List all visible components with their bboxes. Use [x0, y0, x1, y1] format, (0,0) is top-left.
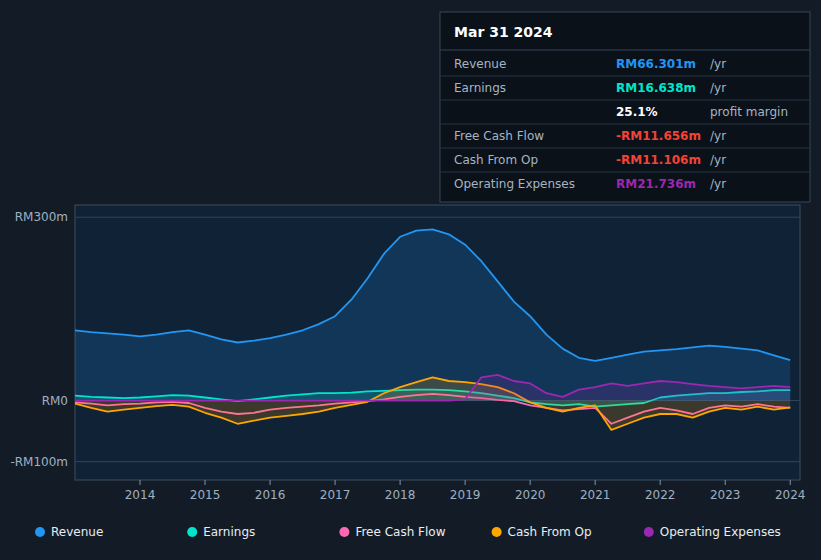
x-tick-label: 2017: [320, 488, 351, 502]
info-divider: [440, 76, 810, 77]
x-tick-label: 2020: [515, 488, 546, 502]
legend-swatch: [187, 527, 197, 537]
annotation-label: Free Cash Flow: [454, 129, 544, 143]
info-divider: [440, 172, 810, 173]
x-tick-label: 2023: [710, 488, 741, 502]
x-tick-label: 2021: [580, 488, 611, 502]
x-tick-label: 2014: [125, 488, 156, 502]
info-divider: [440, 100, 810, 101]
grid-line: [75, 217, 800, 218]
annotation-value: RM21.736m: [616, 177, 696, 191]
annotation-suffix: /yr: [710, 177, 726, 191]
x-tick: [140, 480, 141, 485]
annotation-value: -RM11.106m: [616, 153, 701, 167]
title: Mar 31 2024: [454, 24, 553, 40]
legend-label: Free Cash Flow: [355, 525, 445, 539]
x-tick-label: 2019: [450, 488, 481, 502]
annotation-suffix: /yr: [710, 57, 726, 71]
legend-swatch: [339, 527, 349, 537]
info-divider: [440, 148, 810, 149]
annotation-suffix: /yr: [710, 129, 726, 143]
x-tick: [270, 480, 271, 485]
legend-label: Revenue: [51, 525, 103, 539]
legend-swatch: [35, 527, 45, 537]
x-tick: [465, 480, 466, 485]
x-tick: [530, 480, 531, 485]
annotation-value: RM66.301m: [616, 57, 696, 71]
legend-label: Operating Expenses: [660, 525, 781, 539]
x-tick: [790, 480, 791, 485]
annotation-value: RM16.638m: [616, 81, 696, 95]
x-tick-label: 2018: [385, 488, 416, 502]
x-tick-label: 2015: [190, 488, 221, 502]
x-tick: [725, 480, 726, 485]
legend-swatch: [644, 527, 654, 537]
annotation-value: 25.1%: [616, 105, 658, 119]
plot-area: [75, 229, 790, 429]
annotation-value: -RM11.656m: [616, 129, 701, 143]
annotation-label: Operating Expenses: [454, 177, 575, 191]
x-tick: [400, 480, 401, 485]
y-tick-label: RM0: [42, 394, 68, 408]
annotation-suffix: /yr: [710, 153, 726, 167]
area-fill: [75, 229, 790, 400]
annotation-suffix: profit margin: [710, 105, 788, 119]
grid-line: [75, 461, 800, 462]
annotation-label: Cash From Op: [454, 153, 538, 167]
area-line: [75, 375, 790, 401]
x-tick-label: 2022: [645, 488, 676, 502]
area-line: [75, 229, 790, 360]
info-divider: [440, 124, 810, 125]
info-divider: [440, 50, 810, 51]
x-tick-label: 2024: [775, 488, 806, 502]
annotation-label: Earnings: [454, 81, 506, 95]
area-fill: [75, 375, 790, 401]
x-tick: [335, 480, 336, 485]
x-tick: [595, 480, 596, 485]
legend-swatch: [492, 527, 502, 537]
x-tick: [660, 480, 661, 485]
y-tick-label: RM300m: [15, 210, 68, 224]
chart: RM300m RM0 -RM100m 2014 2015 2016 2017 2018 2019…: [0, 0, 821, 560]
legend-label: Cash From Op: [508, 525, 592, 539]
x-tick-label: 2016: [255, 488, 286, 502]
plot-frame: [75, 205, 800, 480]
x-tick: [205, 480, 206, 485]
annotation-label: Revenue: [454, 57, 506, 71]
legend-label: Earnings: [203, 525, 255, 539]
annotation-suffix: /yr: [710, 81, 726, 95]
y-tick-label: -RM100m: [10, 455, 68, 469]
info-box: [440, 12, 810, 202]
